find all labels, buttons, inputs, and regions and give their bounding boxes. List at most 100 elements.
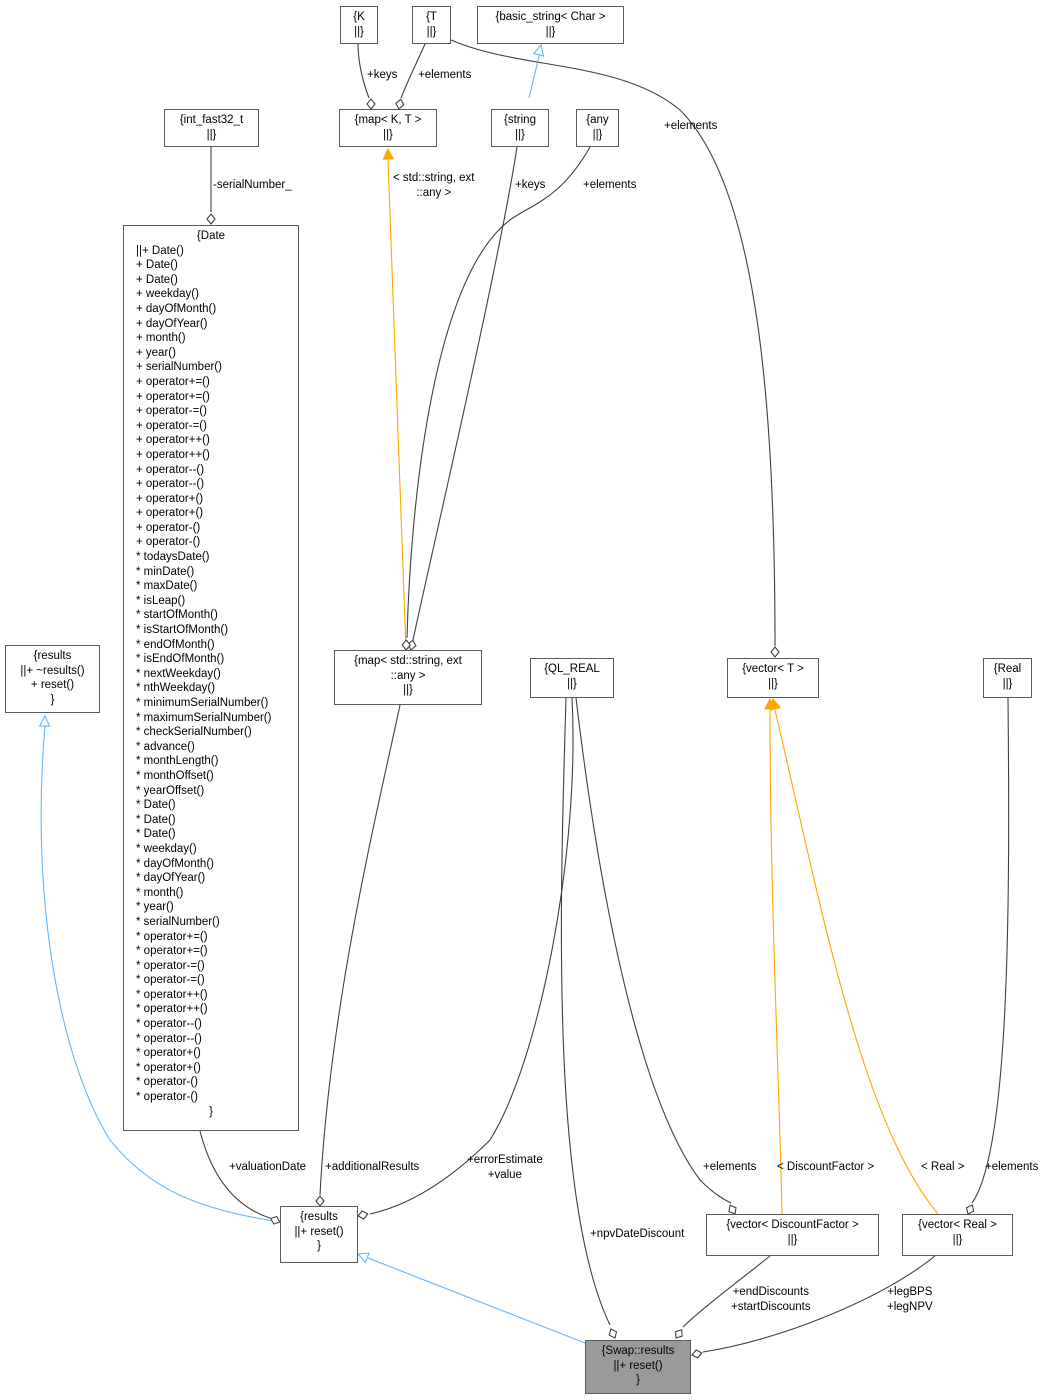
node-int-fast32[interactable]: {int_fast32_t ||} <box>164 109 259 147</box>
edge-label-serial-number: -serialNumber_ <box>213 179 292 191</box>
diamond-vector-elements <box>770 646 780 658</box>
edge-label-valuation-date: +valuationDate <box>229 1161 307 1173</box>
edge-label-end-start-discounts: +endDiscounts +startDiscounts <box>731 1286 811 1313</box>
node-text-line: * dayOfYear() <box>136 872 206 885</box>
node-text-line: {string <box>504 114 536 126</box>
node-t[interactable]: {T ||} <box>412 6 451 44</box>
node-text-line: + dayOfYear() <box>136 317 208 330</box>
edge-label-elements-any: +elements <box>583 179 637 191</box>
node-k[interactable]: {K ||} <box>340 6 378 44</box>
node-text-line: * operator-=() <box>136 974 205 987</box>
edge-any-map <box>406 146 591 639</box>
edge-vreal-swap <box>702 1255 936 1353</box>
node-text-line: ||} <box>567 677 577 690</box>
node-text-line: + operator--() <box>136 463 205 476</box>
node-text-line: ||} <box>515 128 525 141</box>
node-text-line: {int_fast32_t <box>179 114 244 126</box>
node-text-line: ||} <box>426 25 437 38</box>
edge-vdf-swap <box>682 1255 771 1328</box>
diamond-map-any-elements <box>401 639 411 651</box>
node-text-line: + operator-() <box>136 536 201 549</box>
node-text-line: * nextWeekday() <box>136 667 221 680</box>
node-text-line: ||} <box>206 128 217 141</box>
node-text-line: + serialNumber() <box>136 361 222 374</box>
diamond-swap-npv <box>608 1328 618 1339</box>
edge-map-results <box>319 704 401 1196</box>
edge-label-npv-date-discount: +npvDateDiscount <box>590 1228 685 1240</box>
node-text-line: ||} <box>768 677 778 690</box>
diamond-map-keys <box>366 98 376 110</box>
node-text-line: * month() <box>136 886 184 899</box>
edge-vector-df-template <box>769 709 783 1215</box>
node-ql-real[interactable]: {QL_REAL ||} <box>530 658 614 698</box>
diamond-vdf-elements <box>728 1204 737 1215</box>
node-map-k-t[interactable]: {map< K, T > ||} <box>339 109 437 147</box>
node-text-line: + operator+=() <box>136 390 210 403</box>
node-text-line: * weekday() <box>136 842 197 855</box>
node-text-line: * nthWeekday() <box>136 682 216 695</box>
inherit-arrow-results-root <box>38 714 51 727</box>
node-text-line: * startOfMonth() <box>136 609 218 622</box>
node-string[interactable]: {string ||} <box>491 109 549 147</box>
edge-vector-real-template <box>774 709 939 1215</box>
node-text-line: * operator+() <box>136 1061 201 1074</box>
edge-label-elements-t-map: +elements <box>418 69 472 81</box>
node-text-line: {Swap::results <box>601 1345 675 1357</box>
node-basic-string[interactable]: {basic_string< Char > ||} <box>477 6 624 44</box>
edge-label-map-template-args: < std::string, ext ::any > <box>393 172 475 199</box>
node-vector-real[interactable]: {vector< Real > ||} <box>902 1214 1013 1256</box>
node-text-line: {K <box>353 11 365 23</box>
edge-label-keys-k: +keys <box>367 69 398 81</box>
node-text-line: ||} <box>354 25 364 38</box>
edge-label-keys-string: +keys <box>515 179 546 191</box>
edge-string-map <box>412 146 518 641</box>
node-text-line: ::any > <box>390 669 426 682</box>
node-text-line: * Date() <box>136 813 176 826</box>
diamond-results-additional <box>315 1195 325 1207</box>
node-text-line: * operator+() <box>136 1047 201 1060</box>
node-text-line: + Date() <box>136 259 178 272</box>
node-text-line: {T <box>426 11 437 23</box>
node-text-line: * yearOffset() <box>136 784 205 797</box>
edge-label-elements-real: +elements <box>985 1161 1039 1173</box>
node-text-line: + operator+() <box>136 492 204 505</box>
node-map-string-any[interactable]: {map< std::string, ext::any > ||} <box>334 650 482 705</box>
node-text-line: } <box>209 1105 213 1118</box>
node-text-line: + month() <box>136 332 186 345</box>
edge-date-results <box>199 1130 271 1219</box>
node-text-line: * isStartOfMonth() <box>136 624 229 637</box>
edge-real-vreal <box>971 697 1010 1204</box>
node-swap-results[interactable]: {Swap::results ||+ reset()} <box>585 1340 691 1394</box>
node-text-line: + weekday() <box>136 288 199 301</box>
node-text-line: + operator-=() <box>136 419 207 432</box>
node-text-line: {vector< T > <box>742 663 804 675</box>
node-vector-discount-factor[interactable]: {vector< DiscountFactor > ||} <box>706 1214 879 1256</box>
edge-t-map <box>400 43 426 99</box>
node-date[interactable]: {Date ||+ Date() + Date() + Date() + weekday… <box>123 225 299 1131</box>
node-vector-t[interactable]: {vector< T > ||} <box>727 658 819 698</box>
node-text-line: + Date() <box>136 273 178 286</box>
node-text-line: * isEndOfMonth() <box>136 653 225 666</box>
edge-label-real-arg: < Real > <box>921 1161 965 1173</box>
node-text-line: * minimumSerialNumber() <box>136 697 269 709</box>
diamond-date-serial <box>206 213 216 225</box>
node-any[interactable]: {any ||} <box>576 109 619 147</box>
node-text-line: * operator--() <box>136 1032 202 1045</box>
node-text-line: * operator-() <box>136 1091 198 1104</box>
node-text-line: * Date() <box>136 799 176 812</box>
node-text-line: ||} <box>592 128 603 141</box>
node-text-line: {any <box>586 114 609 126</box>
node-real[interactable]: {Real ||} <box>983 658 1032 698</box>
node-text-line: * advance() <box>136 740 195 753</box>
node-text-line: + operator-() <box>136 521 201 534</box>
node-text-line: * endOfMonth() <box>136 638 215 651</box>
node-results-base[interactable]: {results ||+ reset()} <box>280 1206 358 1263</box>
edge-results-inherit <box>40 725 281 1223</box>
node-text-line: * maximumSerialNumber() <box>136 711 272 724</box>
node-text-line: {map< K, T > <box>354 114 422 126</box>
diamond-vreal-elements <box>965 1204 975 1215</box>
node-text-line: {Date <box>196 230 226 242</box>
node-text-line: ||} <box>383 128 393 141</box>
node-text-line: } <box>50 693 55 706</box>
node-results-root[interactable]: {results ||+ ~results() + reset()} <box>5 645 100 713</box>
